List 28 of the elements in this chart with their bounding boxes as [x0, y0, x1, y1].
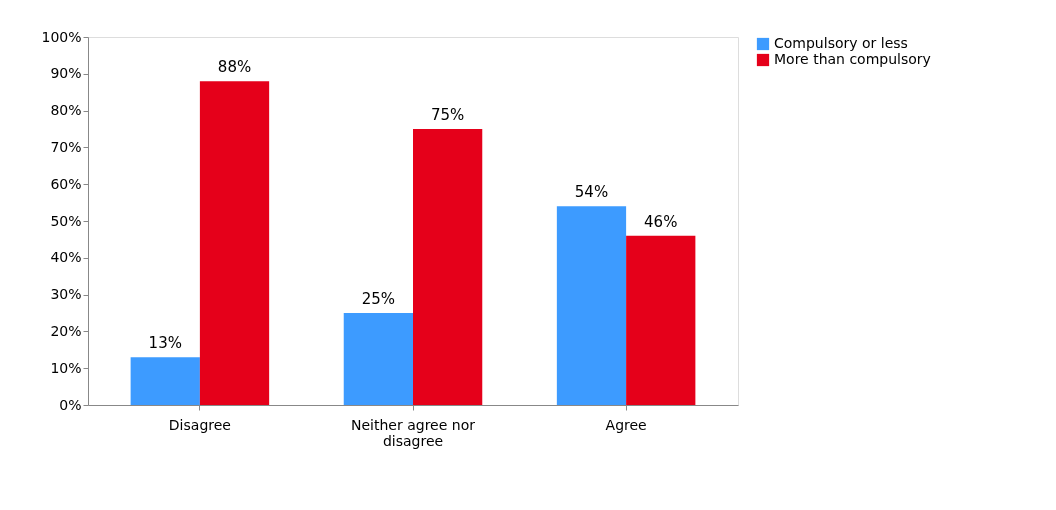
- legend-label: Compulsory or less: [774, 35, 908, 51]
- y-tick-label: 90%: [50, 65, 82, 82]
- data-label: 75%: [430, 106, 465, 124]
- bar: [130, 357, 200, 405]
- y-tick-label: 0%: [59, 396, 82, 413]
- bar: [343, 313, 413, 405]
- bar: [556, 206, 627, 405]
- x-tick-label: Disagree: [168, 416, 231, 433]
- y-tick-label: 60%: [50, 175, 82, 192]
- y-tick-label: 70%: [50, 138, 82, 155]
- bar: [199, 81, 270, 405]
- x-tick-label: Neither agree nor disagree: [351, 416, 476, 449]
- y-tick-label: 10%: [50, 359, 82, 376]
- data-label: 25%: [361, 290, 396, 308]
- y-tick-label: 50%: [50, 212, 82, 229]
- data-label: 46%: [644, 212, 678, 231]
- y-tick-label: 20%: [50, 322, 82, 339]
- y-tick-label: 40%: [50, 249, 82, 266]
- data-label: 13%: [148, 334, 182, 353]
- y-tick-label: 30%: [50, 286, 82, 303]
- y-tick-label: 100%: [41, 28, 82, 45]
- legend-label: More than compulsory: [774, 51, 931, 67]
- x-tick-label: Agree: [605, 416, 647, 433]
- data-label: 54%: [574, 183, 609, 202]
- y-tick-label: 80%: [50, 102, 82, 119]
- bar: [413, 129, 483, 405]
- data-label: 88%: [217, 58, 252, 77]
- bar: [626, 235, 696, 405]
